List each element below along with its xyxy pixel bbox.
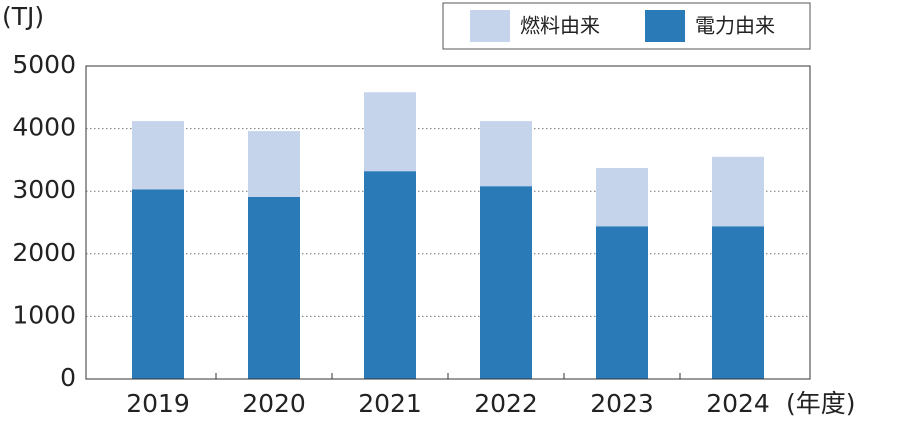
legend-swatch: [645, 10, 685, 42]
x-axis-label: (年度): [786, 389, 856, 418]
bar-segment: [712, 226, 764, 379]
y-tick-label: 5000: [12, 50, 76, 79]
x-tick-label: 2019: [126, 389, 190, 418]
y-tick-label: 3000: [12, 175, 76, 204]
y-tick-label: 4000: [12, 113, 76, 142]
legend-label: 電力由来: [695, 14, 775, 38]
bar-segment: [364, 92, 416, 172]
bar-segment: [364, 171, 416, 379]
x-tick-label: 2021: [358, 389, 422, 418]
y-axis-label: (TJ): [2, 2, 44, 31]
bar-segment: [480, 121, 532, 187]
bar-segment: [132, 121, 184, 190]
plot-frame: [85, 65, 811, 380]
legend-label: 燃料由来: [520, 14, 600, 38]
bar-segment: [596, 226, 648, 379]
x-tick-label: 2024: [706, 389, 770, 418]
bar-segment: [712, 156, 764, 227]
bar-segment: [480, 186, 532, 379]
x-tick-label: 2022: [474, 389, 538, 418]
bar-segment: [596, 168, 648, 227]
y-tick-label: 1000: [12, 300, 76, 329]
bar-segment: [132, 189, 184, 379]
bar-segment: [248, 131, 300, 197]
bar-segment: [248, 196, 300, 379]
x-tick-label: 2023: [590, 389, 654, 418]
x-tick-label: 2020: [242, 389, 306, 418]
legend-swatch: [470, 10, 510, 42]
y-tick-label: 2000: [12, 238, 76, 267]
y-tick-label: 0: [60, 363, 76, 392]
